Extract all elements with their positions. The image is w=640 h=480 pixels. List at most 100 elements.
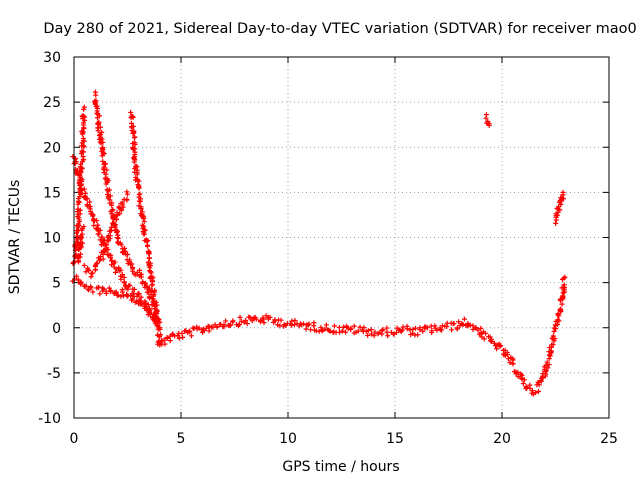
data-point bbox=[249, 318, 255, 324]
data-point bbox=[135, 182, 141, 188]
data-point bbox=[90, 289, 96, 295]
data-point bbox=[461, 316, 467, 322]
data-point bbox=[243, 317, 249, 323]
data-point bbox=[79, 113, 85, 119]
data-point bbox=[119, 289, 125, 295]
data-point bbox=[415, 332, 421, 338]
data-point bbox=[120, 200, 126, 206]
data-point bbox=[86, 267, 92, 273]
data-point bbox=[432, 323, 438, 329]
data-point bbox=[275, 322, 281, 328]
data-point bbox=[372, 329, 378, 335]
data-point bbox=[560, 189, 566, 195]
data-point bbox=[81, 144, 87, 150]
data-point bbox=[103, 171, 109, 177]
data-point bbox=[162, 341, 168, 347]
x-tick-label: 25 bbox=[600, 431, 618, 447]
data-point bbox=[144, 242, 150, 248]
data-point bbox=[223, 318, 229, 324]
data-point bbox=[515, 374, 521, 380]
data-point bbox=[131, 286, 137, 292]
data-point bbox=[138, 206, 144, 212]
data-point bbox=[543, 368, 549, 374]
data-point bbox=[439, 327, 445, 333]
grid-layer bbox=[74, 57, 609, 418]
data-point bbox=[117, 240, 123, 246]
data-point bbox=[546, 362, 552, 368]
data-point bbox=[551, 338, 557, 344]
data-point bbox=[434, 327, 440, 333]
data-point bbox=[125, 252, 131, 258]
data-point bbox=[339, 328, 345, 334]
data-point bbox=[417, 325, 423, 331]
data-point bbox=[117, 206, 123, 212]
data-point bbox=[109, 258, 115, 264]
data-point bbox=[88, 285, 94, 291]
x-tick-label: 15 bbox=[386, 431, 404, 447]
y-tick-label: -10 bbox=[38, 411, 61, 427]
data-point bbox=[552, 336, 558, 342]
data-point bbox=[131, 130, 137, 136]
data-point bbox=[77, 172, 83, 178]
data-point bbox=[136, 178, 142, 184]
data-point bbox=[214, 324, 220, 330]
data-point bbox=[100, 252, 106, 258]
data-point bbox=[97, 124, 103, 130]
data-point bbox=[520, 380, 526, 386]
data-point bbox=[368, 327, 374, 333]
y-tick-label: 10 bbox=[43, 231, 61, 247]
data-point bbox=[79, 128, 85, 134]
data-point bbox=[555, 322, 561, 328]
data-point bbox=[558, 307, 564, 313]
data-point bbox=[125, 191, 130, 197]
data-point bbox=[130, 114, 136, 120]
data-point bbox=[77, 207, 83, 213]
data-point bbox=[413, 325, 419, 331]
data-point bbox=[546, 356, 552, 362]
data-point bbox=[129, 114, 135, 120]
data-point bbox=[353, 329, 359, 335]
data-point bbox=[538, 378, 544, 384]
data-point bbox=[83, 283, 89, 289]
data-point bbox=[410, 326, 416, 332]
data-point bbox=[467, 322, 473, 328]
y-tick-label: 20 bbox=[43, 140, 61, 156]
data-point bbox=[131, 293, 137, 299]
data-point bbox=[75, 221, 81, 227]
data-point bbox=[196, 325, 202, 331]
data-point bbox=[129, 261, 135, 267]
data-point bbox=[80, 225, 86, 231]
data-point bbox=[157, 319, 163, 325]
x-tick-label: 20 bbox=[493, 431, 511, 447]
y-tick-label: -5 bbox=[47, 366, 61, 382]
data-point bbox=[119, 272, 125, 278]
data-point bbox=[400, 324, 406, 330]
data-point bbox=[365, 332, 371, 338]
data-point bbox=[230, 318, 236, 324]
data-point bbox=[176, 335, 182, 341]
data-point bbox=[305, 322, 311, 328]
data-point bbox=[551, 325, 557, 331]
data-point bbox=[132, 134, 138, 140]
data-point bbox=[351, 323, 357, 329]
data-point bbox=[150, 315, 156, 321]
data-point bbox=[141, 216, 147, 222]
data-point bbox=[343, 329, 349, 335]
data-point bbox=[258, 319, 264, 325]
data-point bbox=[519, 376, 525, 382]
series-branch-f bbox=[70, 273, 158, 322]
data-point bbox=[74, 242, 80, 248]
data-point bbox=[139, 222, 145, 228]
data-point bbox=[481, 336, 487, 342]
data-point bbox=[420, 328, 426, 334]
data-point bbox=[147, 265, 153, 271]
series-branch-c bbox=[128, 109, 163, 332]
data-point bbox=[118, 267, 124, 273]
data-point bbox=[152, 289, 158, 295]
data-point bbox=[80, 240, 86, 246]
data-point bbox=[79, 165, 85, 171]
data-point bbox=[148, 269, 154, 275]
data-point bbox=[104, 242, 110, 248]
data-point bbox=[449, 327, 455, 333]
data-point bbox=[393, 330, 399, 336]
